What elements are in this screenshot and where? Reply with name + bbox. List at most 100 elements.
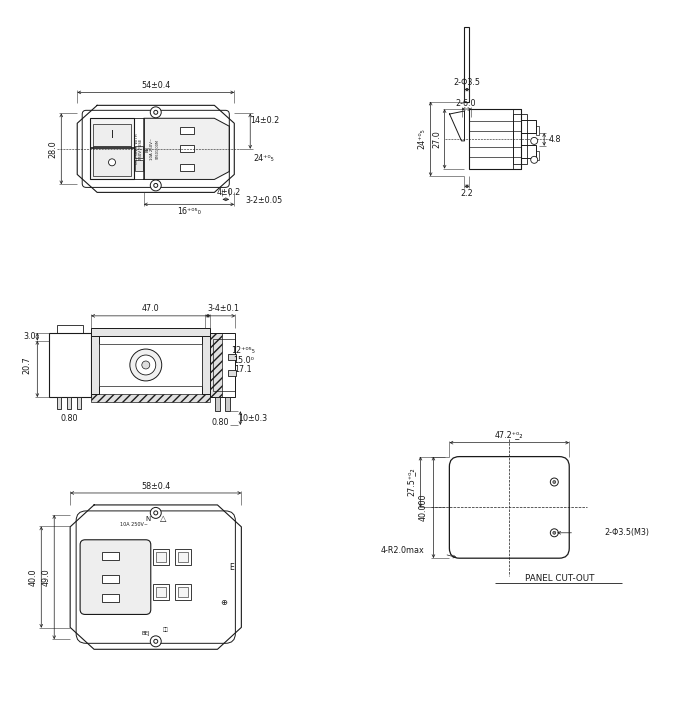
Polygon shape	[203, 336, 211, 394]
Bar	[135, 145, 143, 158]
Bar	[93, 125, 131, 146]
Text: ST601-00M: ST601-00M	[155, 139, 160, 159]
Bar	[469, 109, 521, 168]
Bar	[175, 549, 190, 565]
Circle shape	[150, 636, 161, 647]
Bar	[135, 160, 143, 171]
FancyBboxPatch shape	[80, 540, 151, 614]
Text: ⊕: ⊕	[220, 598, 227, 606]
Bar	[91, 328, 211, 336]
Text: BEJ
10A 250V~: BEJ 10A 250V~	[145, 138, 154, 160]
Bar	[203, 336, 211, 394]
Polygon shape	[144, 118, 229, 179]
Text: N: N	[146, 516, 151, 522]
Text: 27.5⁺⁰̲₂: 27.5⁺⁰̲₂	[406, 468, 415, 496]
Bar	[179, 127, 194, 134]
Bar	[225, 397, 231, 411]
Text: 47.0: 47.0	[142, 305, 160, 313]
Text: BEJ: BEJ	[141, 631, 150, 636]
Circle shape	[153, 110, 158, 114]
Bar	[514, 114, 527, 164]
Bar	[153, 584, 168, 600]
Polygon shape	[91, 394, 211, 402]
Text: 49.0: 49.0	[42, 568, 50, 586]
Circle shape	[136, 355, 155, 375]
Text: USE ONLY WITH
250V FUSE: USE ONLY WITH 250V FUSE	[134, 133, 143, 164]
Text: 14±0.2: 14±0.2	[250, 116, 280, 125]
Bar	[178, 587, 188, 597]
Bar	[179, 163, 194, 171]
Bar	[155, 552, 166, 562]
Text: PANEL CUT-OUT: PANEL CUT-OUT	[524, 574, 594, 582]
Text: 40.0: 40.0	[29, 568, 38, 586]
Text: 2-6.0: 2-6.0	[456, 99, 476, 107]
Bar	[153, 549, 168, 565]
Bar	[216, 397, 220, 411]
Text: 15.0⁰: 15.0⁰	[233, 356, 254, 364]
Bar	[77, 397, 81, 409]
Bar	[68, 397, 71, 409]
Text: 27.0: 27.0	[432, 130, 441, 148]
Text: 10±0.3: 10±0.3	[238, 413, 267, 423]
Text: E: E	[229, 562, 234, 572]
Polygon shape	[91, 328, 211, 336]
Text: 3-4±0.1: 3-4±0.1	[207, 305, 239, 313]
Text: 40.000: 40.000	[419, 494, 428, 521]
Bar	[536, 126, 539, 135]
Bar	[228, 370, 237, 376]
Bar	[57, 397, 61, 409]
Text: 28.0: 28.0	[49, 140, 58, 158]
Circle shape	[108, 159, 115, 166]
Text: 4-R2.0max: 4-R2.0max	[381, 546, 424, 554]
FancyBboxPatch shape	[449, 456, 569, 558]
Text: 2.2: 2.2	[460, 189, 473, 198]
Text: 12⁺⁰⁵₅: 12⁺⁰⁵₅	[231, 346, 255, 354]
Bar	[213, 339, 235, 391]
Circle shape	[150, 508, 161, 518]
Text: 第一: 第一	[163, 627, 168, 632]
Circle shape	[153, 184, 158, 187]
Circle shape	[142, 361, 150, 369]
Text: △: △	[160, 514, 166, 523]
Text: 20.7: 20.7	[23, 356, 32, 374]
Bar	[99, 343, 203, 386]
Circle shape	[153, 511, 158, 515]
Text: 58±0.4: 58±0.4	[141, 482, 170, 490]
Bar	[57, 325, 83, 333]
Bar	[514, 109, 521, 168]
Circle shape	[550, 528, 559, 537]
Text: 2-Φ3.5(M3): 2-Φ3.5(M3)	[604, 528, 649, 537]
Bar	[102, 575, 119, 582]
Bar	[228, 354, 237, 360]
Circle shape	[150, 107, 161, 118]
Text: 0.80: 0.80	[61, 413, 78, 423]
Text: 4±0.2: 4±0.2	[217, 188, 241, 197]
Text: 47.2⁺⁰̲₂: 47.2⁺⁰̲₂	[495, 430, 524, 439]
Bar	[90, 118, 134, 179]
Text: 54±0.4: 54±0.4	[141, 81, 170, 90]
Bar	[49, 333, 91, 397]
Bar	[521, 120, 536, 133]
Bar	[179, 145, 194, 153]
Text: 24⁺⁰₅: 24⁺⁰₅	[417, 129, 426, 149]
Circle shape	[130, 349, 162, 381]
Circle shape	[553, 480, 556, 484]
Bar	[178, 552, 188, 562]
Bar	[91, 336, 99, 394]
Text: 3-2±0.05: 3-2±0.05	[246, 196, 283, 205]
Text: 0.80: 0.80	[211, 418, 229, 426]
Bar	[211, 333, 235, 397]
Bar	[155, 587, 166, 597]
Text: 17.1: 17.1	[235, 366, 252, 374]
Circle shape	[553, 531, 556, 534]
Text: 2-Φ3.5: 2-Φ3.5	[454, 78, 481, 87]
Text: 16⁺⁰⁵₀: 16⁺⁰⁵₀	[177, 207, 201, 216]
Circle shape	[153, 639, 158, 643]
Bar	[536, 151, 539, 160]
Polygon shape	[91, 336, 99, 394]
Bar	[102, 594, 119, 602]
Bar	[102, 552, 119, 560]
Text: 3.0: 3.0	[23, 332, 35, 341]
Circle shape	[531, 156, 537, 163]
Polygon shape	[211, 333, 222, 397]
